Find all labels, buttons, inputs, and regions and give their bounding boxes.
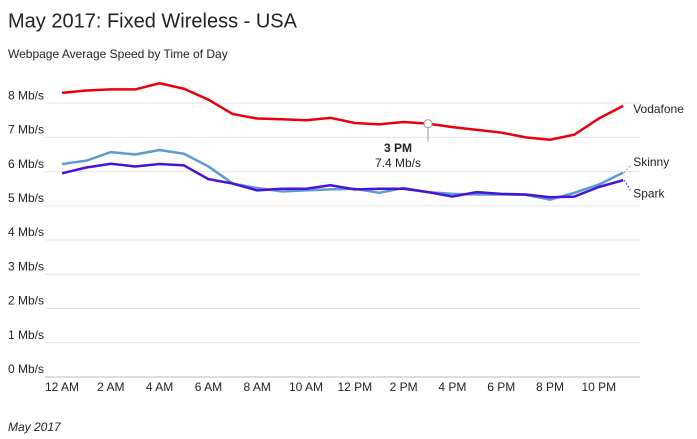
annotation-title: 3 PM — [384, 141, 412, 155]
x-tick-label: 2 PM — [390, 380, 418, 394]
series-line — [61, 82, 624, 141]
y-tick-label: 4 Mb/s — [8, 225, 44, 239]
x-tick-label: 10 PM — [581, 380, 616, 394]
y-tick-label: 3 Mb/s — [8, 259, 44, 273]
y-tick-label: 8 Mb/s — [8, 88, 44, 102]
chart-title: May 2017: Fixed Wireless - USA — [8, 10, 298, 32]
y-tick-label: 0 Mb/s — [8, 362, 44, 376]
annotation-marker — [423, 119, 433, 129]
y-tick-label: 2 Mb/s — [8, 294, 44, 308]
y-tick-label: 5 Mb/s — [8, 191, 44, 205]
x-tick-label: 2 AM — [97, 380, 124, 394]
x-tick-label: 6 PM — [487, 380, 515, 394]
label-leader — [623, 165, 631, 174]
annotation-text: 7.4 Mb/s — [375, 156, 421, 170]
chart-subtitle: Webpage Average Speed by Time of Day — [8, 47, 228, 61]
series-label: Skinny — [633, 155, 669, 169]
series-label: Vodafone — [633, 102, 684, 116]
series-line — [61, 148, 624, 201]
x-tick-label: 4 PM — [438, 380, 466, 394]
series-line — [61, 162, 624, 199]
label-leader — [623, 179, 631, 191]
x-tick-label: 8 AM — [244, 380, 271, 394]
x-tick-label: 12 PM — [337, 380, 372, 394]
footer: May 2017 — [8, 420, 62, 434]
x-tick-label: 6 AM — [195, 380, 222, 394]
x-tick-label: 12 AM — [45, 380, 79, 394]
x-tick-label: 10 AM — [289, 380, 323, 394]
x-tick-label: 4 AM — [146, 380, 173, 394]
y-tick-label: 6 Mb/s — [8, 157, 44, 171]
y-tick-label: 1 Mb/s — [8, 328, 44, 342]
series-label: Spark — [633, 186, 665, 200]
y-tick-label: 7 Mb/s — [8, 123, 44, 137]
x-tick-label: 8 PM — [536, 380, 564, 394]
